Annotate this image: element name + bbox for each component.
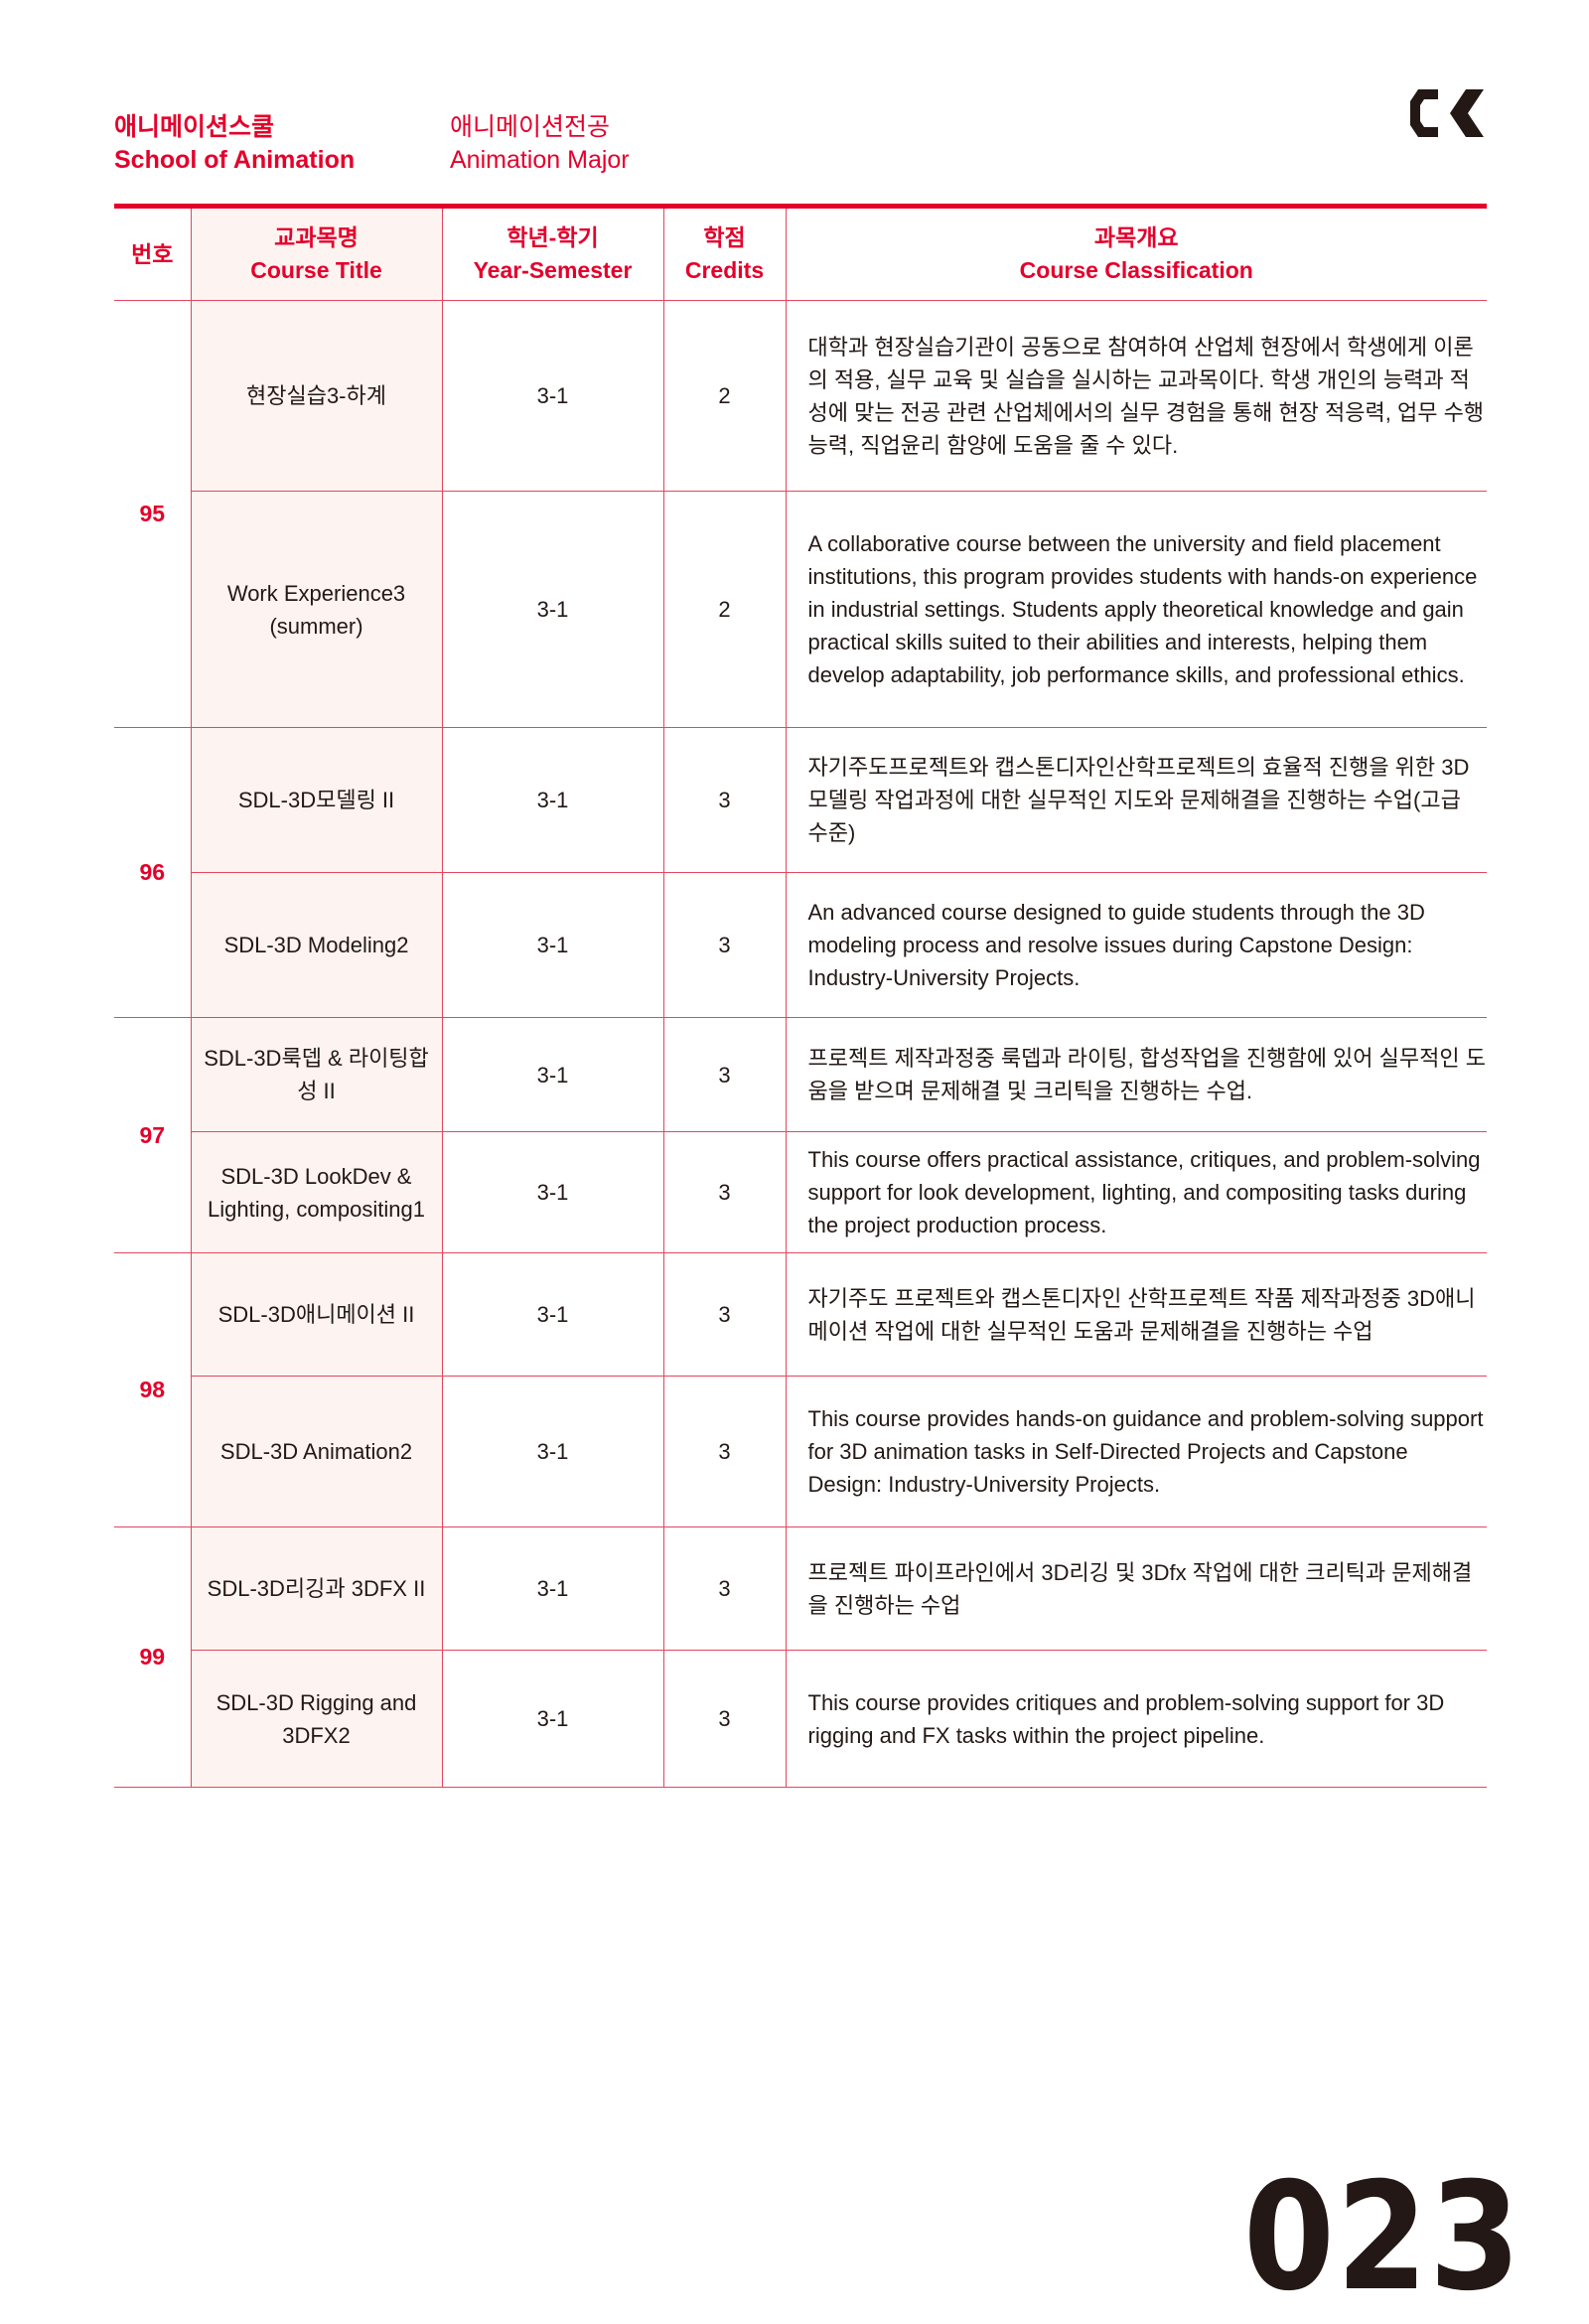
major-name-en: Animation Major (450, 146, 630, 174)
major-name: 애니메이션전공 Animation Major (450, 111, 630, 177)
page-number: 023 (1243, 2151, 1522, 2324)
col-header-credits: 학점 Credits (662, 209, 787, 301)
course-description: 프로젝트 파이프라인에서 3D리깅 및 3Dfx 작업에 대한 크리틱과 문제해… (785, 1526, 1487, 1651)
course-description: A collaborative course between the unive… (785, 491, 1487, 728)
course-title: SDL-3D애니메이션 II (190, 1252, 443, 1377)
col-header-number: 번호 (114, 209, 192, 301)
year-semester: 3-1 (441, 872, 664, 1018)
course-title: Work Experience3 (summer) (191, 491, 443, 728)
year-semester: 3-1 (441, 1017, 664, 1132)
col-header-title: 교과목명 Course Title (190, 209, 443, 301)
col-header-year: 학년-학기 Year-Semester (441, 209, 664, 301)
credits: 2 (662, 300, 787, 492)
credits: 3 (662, 1252, 787, 1377)
col-header-description: 과목개요 Course Classification (785, 209, 1487, 301)
table-row: 98 SDL-3D애니메이션 II 3-1 3 자기주도 프로젝트와 캡스톤디자인 산학… (114, 1252, 1487, 1527)
credits: 3 (662, 1526, 787, 1651)
credits: 3 (662, 1376, 787, 1527)
year-semester: 3-1 (441, 1650, 664, 1788)
course-title: SDL-3D Animation2 (191, 1376, 443, 1527)
year-semester: 3-1 (441, 1131, 664, 1253)
table-row: 99 SDL-3D리깅과 3DFX II 3-1 3 프로젝트 파이프라인에서 3D리깅… (114, 1526, 1487, 1788)
year-semester: 3-1 (441, 1252, 664, 1377)
table-row: 96 SDL-3D모델링 II 3-1 3 자기주도프로젝트와 캡스톤디자인산학프로젝트… (114, 727, 1487, 1018)
year-semester: 3-1 (441, 727, 664, 873)
course-title: SDL-3D Rigging and 3DFX2 (191, 1650, 443, 1788)
table-row: 95 현장실습3-하계 3-1 2 대학과 현장실습기관이 공동으로 참여하여 산업체 … (114, 300, 1487, 728)
table-row: SDL-3D LookDev & Lighting, compositing1 3… (114, 1131, 1487, 1253)
course-description: This course provides hands-on guidance a… (785, 1376, 1487, 1527)
course-number: 98 (114, 1252, 192, 1527)
course-description: 자기주도프로젝트와 캡스톤디자인산학프로젝트의 효율적 진행을 위한 3D모델링… (785, 727, 1487, 873)
table-header-row: 번호 교과목명 Course Title 학년-학기 Year-Semester 학… (114, 209, 1487, 301)
course-title: SDL-3D리깅과 3DFX II (190, 1526, 443, 1651)
course-title: SDL-3D룩뎁 & 라이팅합성 II (190, 1017, 443, 1132)
course-number: 97 (114, 1017, 192, 1253)
table-row: Work Experience3 (summer) 3-1 2 A collabora… (114, 491, 1487, 728)
course-description: 자기주도 프로젝트와 캡스톤디자인 산학프로젝트 작품 제작과정중 3D애니메이… (785, 1252, 1487, 1377)
school-name-en: School of Animation (114, 146, 356, 174)
credits: 3 (662, 1017, 787, 1132)
year-semester: 3-1 (441, 300, 664, 492)
credits: 2 (662, 491, 787, 728)
course-description: 프로젝트 제작과정중 룩뎁과 라이팅, 합성작업을 진행함에 있어 실무적인 도… (785, 1017, 1487, 1132)
course-description: An advanced course designed to guide stu… (785, 872, 1487, 1018)
school-name: 애니메이션스쿨 School of Animation (114, 111, 355, 177)
course-number: 96 (114, 727, 192, 1018)
table-row: SDL-3D Animation2 3-1 3 This course provide… (114, 1376, 1487, 1527)
year-semester: 3-1 (441, 1526, 664, 1651)
credits: 3 (662, 727, 787, 873)
year-semester: 3-1 (441, 1376, 664, 1527)
school-name-ko: 애니메이션스쿨 (114, 113, 275, 141)
credits: 3 (662, 1131, 787, 1253)
table-row: SDL-3D Modeling2 3-1 3 An advanced course d… (114, 872, 1487, 1018)
course-number: 95 (114, 300, 192, 728)
course-description: This course provides critiques and probl… (785, 1650, 1487, 1788)
course-number: 99 (114, 1526, 192, 1788)
course-description: 대학과 현장실습기관이 공동으로 참여하여 산업체 현장에서 학생에게 이론의 … (785, 300, 1487, 492)
course-description: This course offers practical assistance,… (785, 1131, 1487, 1253)
header-rule (114, 204, 1487, 209)
course-title: SDL-3D LookDev & Lighting, compositing1 (191, 1131, 443, 1253)
course-title: 현장실습3-하계 (190, 300, 443, 492)
course-title: SDL-3D모델링 II (190, 727, 443, 873)
major-name-ko: 애니메이션전공 (450, 113, 611, 141)
ck-logo-icon (1410, 89, 1484, 137)
credits: 3 (662, 872, 787, 1018)
table-row: SDL-3D Rigging and 3DFX2 3-1 3 This course … (114, 1650, 1487, 1788)
course-table: 번호 교과목명 Course Title 학년-학기 Year-Semester 학… (114, 209, 1487, 1788)
course-title: SDL-3D Modeling2 (191, 872, 443, 1018)
credits: 3 (662, 1650, 787, 1788)
table-row: 97 SDL-3D룩뎁 & 라이팅합성 II 3-1 3 프로젝트 제작과정중 룩뎁과 … (114, 1017, 1487, 1253)
year-semester: 3-1 (441, 491, 664, 728)
